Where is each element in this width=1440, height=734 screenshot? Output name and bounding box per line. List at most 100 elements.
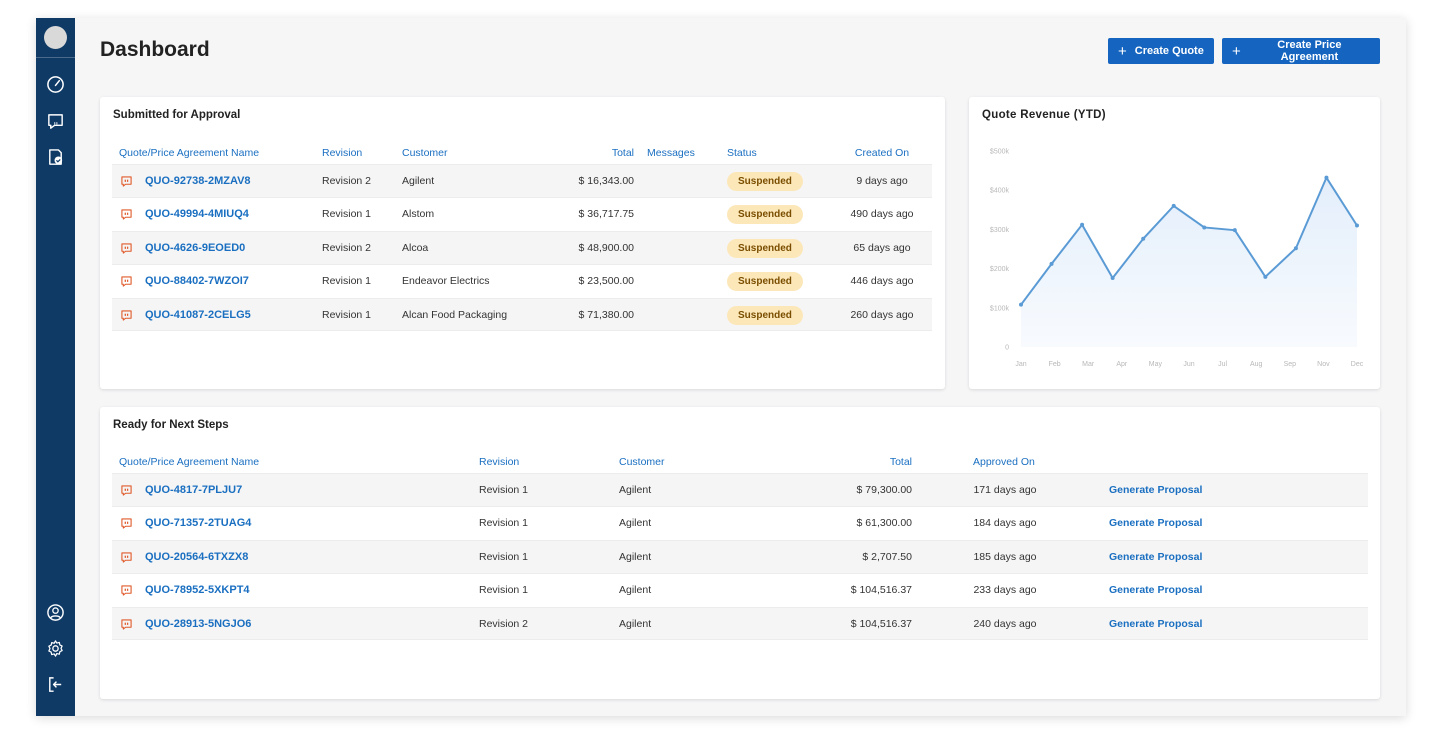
x-tick-label: Nov — [1317, 361, 1330, 368]
quote-name-link[interactable]: QUO-49994-4MIUQ4 — [145, 208, 249, 221]
generate-proposal-link[interactable]: Generate Proposal — [1109, 517, 1203, 530]
col-created-on[interactable]: Created On — [854, 147, 910, 159]
quote-name-link[interactable]: QUO-41087-2CELG5 — [145, 308, 251, 321]
svg-text:,,: ,, — [54, 116, 58, 125]
page-title: Dashboard — [100, 38, 210, 61]
generate-proposal-link[interactable]: Generate Proposal — [1109, 617, 1203, 630]
customer-cell: Alcan Food Packaging — [402, 308, 508, 321]
y-tick-label: 0 — [1005, 345, 1009, 352]
customer-cell: Agilent — [402, 175, 435, 187]
y-tick-label: $200k — [990, 266, 1010, 273]
plus-icon: + — [1118, 42, 1127, 60]
approval-document-icon[interactable] — [46, 148, 65, 167]
col-revision[interactable]: Revision — [479, 456, 520, 468]
table-row: QUO-88402-7WZOI7 Revision 1 Endeavor Elect… — [112, 264, 932, 297]
total-cell: $ 71,380.00 — [578, 308, 634, 321]
col-total[interactable]: Total — [611, 147, 634, 159]
y-tick-label: $400k — [990, 188, 1010, 195]
quote-document-icon — [121, 485, 132, 496]
status-badge: Suspended — [727, 305, 803, 325]
col-name[interactable]: Quote/Price Agreement Name — [119, 456, 260, 468]
x-tick-label: Aug — [1250, 361, 1263, 368]
revenue-point — [1263, 274, 1268, 279]
customer-cell: Agilent — [619, 550, 652, 563]
x-tick-label: May — [1149, 361, 1163, 368]
revision-cell: Revision 1 — [479, 484, 529, 496]
dashboard-gauge-icon[interactable] — [46, 75, 65, 94]
status-cell: Suspended — [727, 232, 803, 265]
logout-icon[interactable] — [46, 675, 65, 694]
customer-cell: Alcoa — [402, 241, 429, 254]
revision-cell: Revision 2 — [322, 241, 372, 254]
quote-document-icon — [121, 176, 132, 187]
table-row: QUO-41087-2CELG5 Revision 1 Alcan Food Pac… — [112, 297, 932, 331]
status-badge: Suspended — [727, 205, 803, 225]
table-row: QUO-4817-7PLJU7 Revision 1 Agilent $ 79,300… — [112, 473, 1368, 506]
quote-document-icon — [121, 243, 132, 254]
approved-on-cell: 185 days ago — [973, 550, 1037, 563]
quote-document-icon — [121, 518, 132, 530]
total-cell: $ 79,300.00 — [856, 484, 912, 496]
revision-cell: Revision 1 — [479, 517, 529, 530]
generate-proposal-link[interactable]: Generate Proposal — [1109, 584, 1203, 597]
x-tick-label: Jan — [1015, 361, 1026, 368]
create-price-agreement-button[interactable]: + Create Price Agreement — [1222, 38, 1380, 64]
status-cell: Suspended — [727, 198, 803, 231]
avatar[interactable] — [44, 26, 67, 49]
sidebar-divider — [36, 57, 75, 58]
table-row: QUO-71357-2TUAG4 Revision 1 Agilent $ 61,30… — [112, 506, 1368, 539]
col-customer[interactable]: Customer — [619, 456, 665, 468]
created-on-cell: 446 days ago — [850, 275, 914, 288]
customer-cell: Alstom — [402, 208, 435, 221]
total-cell: $ 104,516.37 — [850, 584, 912, 597]
quote-name-link[interactable]: QUO-4626-9EOED0 — [145, 241, 246, 254]
quote-name-link[interactable]: QUO-88402-7WZOI7 — [145, 275, 249, 288]
total-cell: $ 61,300.00 — [856, 517, 912, 530]
generate-proposal-link[interactable]: Generate Proposal — [1109, 484, 1203, 496]
col-name[interactable]: Quote/Price Agreement Name — [119, 147, 260, 159]
plus-icon: + — [1232, 42, 1241, 60]
revision-cell: Revision 2 — [479, 617, 529, 630]
quote-icon[interactable]: ,, — [46, 112, 65, 131]
quote-name-link[interactable]: QUO-92738-2MZAV8 — [145, 175, 251, 187]
col-total[interactable]: Total — [889, 456, 912, 468]
revenue-point — [1171, 203, 1176, 208]
quote-name-link[interactable]: QUO-78952-5XKPT4 — [145, 584, 250, 597]
y-tick-label: $500k — [990, 149, 1010, 156]
x-tick-label: Apr — [1116, 361, 1128, 368]
quote-document-icon — [121, 618, 132, 630]
status-badge: Suspended — [727, 272, 803, 292]
create-quote-button[interactable]: + Create Quote — [1108, 38, 1214, 64]
col-messages[interactable]: Messages — [647, 147, 695, 159]
col-revision[interactable]: Revision — [322, 147, 363, 159]
generate-proposal-link[interactable]: Generate Proposal — [1109, 550, 1203, 563]
approved-on-cell: 240 days ago — [973, 617, 1037, 630]
ready-for-next-steps-card: Ready for Next Steps Quote/Price Agreeme… — [100, 407, 1380, 699]
y-tick-label: $100k — [990, 305, 1010, 312]
status-cell: Suspended — [727, 165, 803, 198]
col-customer[interactable]: Customer — [402, 147, 448, 159]
settings-gear-icon[interactable] — [46, 639, 65, 658]
quote-document-icon — [121, 309, 132, 321]
col-status[interactable]: Status — [727, 147, 757, 159]
revenue-chart: 0 $100k $200k $300k $400k $500k Jan Feb Mar Apr Ma… — [990, 149, 1364, 369]
approved-on-cell: 171 days ago — [973, 484, 1037, 496]
revenue-point — [1110, 276, 1115, 281]
created-on-cell: 9 days ago — [856, 175, 908, 187]
revision-cell: Revision 1 — [479, 550, 529, 563]
approved-on-cell: 184 days ago — [973, 517, 1037, 530]
quote-name-link[interactable]: QUO-28913-5NGJO6 — [145, 617, 252, 630]
app-window: ,, Dashboard + Create Quote + Create Pri… — [36, 18, 1406, 716]
table-row: QUO-49994-4MIUQ4 Revision 1 Alstom $ 36,717… — [112, 197, 932, 230]
quote-document-icon — [121, 276, 132, 287]
quote-name-link[interactable]: QUO-71357-2TUAG4 — [145, 517, 252, 530]
col-approved-on[interactable]: Approved On — [973, 456, 1035, 468]
user-profile-icon[interactable] — [46, 603, 65, 622]
submitted-table: Quote/Price Agreement Name Revision Cust… — [112, 147, 932, 347]
quote-name-link[interactable]: QUO-4817-7PLJU7 — [145, 484, 243, 496]
revenue-point — [1202, 225, 1207, 230]
ready-table: Quote/Price Agreement Name Revision Cust… — [112, 456, 1368, 656]
customer-cell: Agilent — [619, 617, 652, 630]
quote-name-link[interactable]: QUO-20564-6TXZX8 — [145, 550, 249, 563]
card-title: Submitted for Approval — [113, 109, 241, 121]
